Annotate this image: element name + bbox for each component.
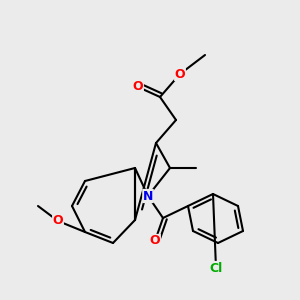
Text: Cl: Cl [209,262,223,275]
Text: O: O [133,80,143,94]
Text: O: O [175,68,185,80]
Text: O: O [150,235,160,248]
Text: O: O [53,214,63,227]
Text: N: N [143,190,153,202]
